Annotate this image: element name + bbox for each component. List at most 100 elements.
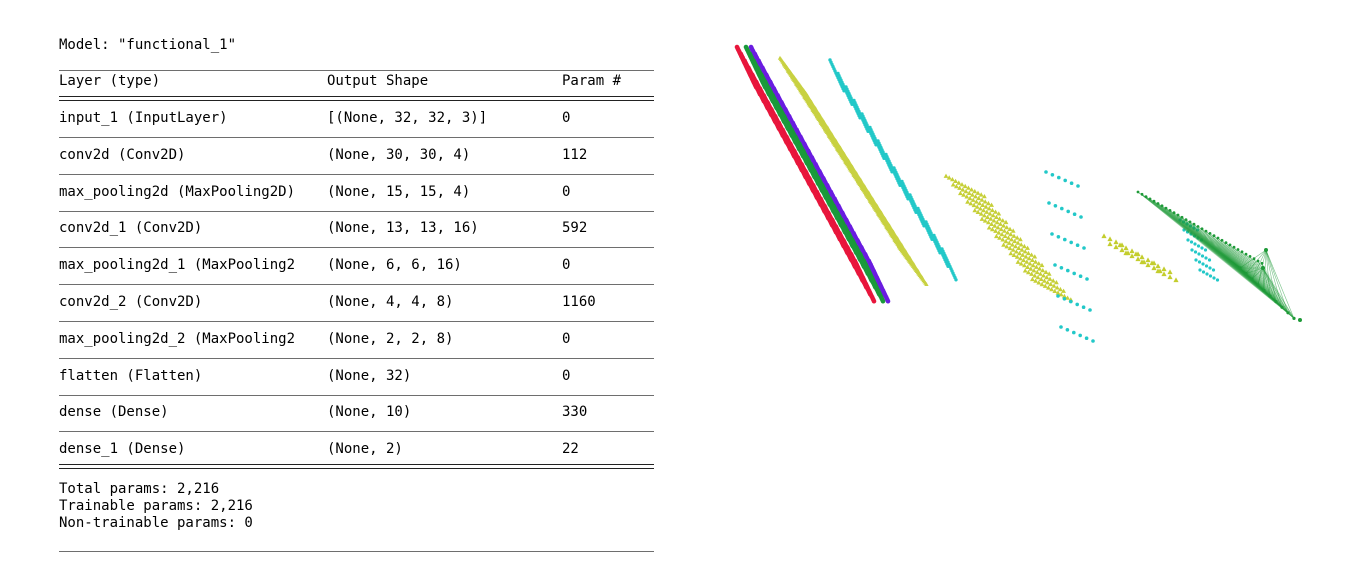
input-green-node bbox=[770, 98, 776, 104]
pool-node bbox=[1193, 250, 1198, 254]
dense-connection bbox=[1233, 247, 1259, 285]
conv-node bbox=[994, 214, 999, 219]
dense-node bbox=[1216, 236, 1220, 240]
layer-name: dense_1 (Dense) bbox=[59, 441, 186, 457]
pool-node bbox=[1060, 206, 1064, 211]
input-green-node bbox=[785, 126, 791, 131]
conv-node bbox=[965, 199, 970, 204]
conv-node bbox=[834, 139, 839, 143]
input-red-node bbox=[799, 167, 805, 173]
model-title: Model: "functional_1" bbox=[59, 37, 237, 53]
conv-node bbox=[1005, 230, 1010, 235]
conv-node bbox=[997, 235, 1002, 240]
layer-name: dense (Dense) bbox=[59, 404, 169, 420]
dense-connection bbox=[1169, 210, 1259, 285]
conv-node bbox=[997, 216, 1002, 221]
pool-node bbox=[1091, 339, 1095, 343]
conv-node bbox=[1141, 259, 1147, 265]
pool-node bbox=[1182, 228, 1186, 232]
dense-connection bbox=[1263, 249, 1267, 291]
pool-node bbox=[906, 197, 910, 201]
dense-connection bbox=[1245, 267, 1264, 274]
conv-node bbox=[1029, 252, 1034, 257]
input-layer-nodes bbox=[734, 44, 891, 304]
dense-connection bbox=[1161, 205, 1283, 308]
layer-param-count: 0 bbox=[562, 184, 571, 200]
dense-connection bbox=[1141, 194, 1289, 313]
input-red-node bbox=[761, 98, 767, 104]
dense-connection bbox=[1233, 247, 1265, 291]
conv-node bbox=[1119, 247, 1125, 253]
dense-connection bbox=[1161, 205, 1271, 297]
input-green-node bbox=[800, 154, 806, 159]
dense-connection bbox=[1205, 230, 1259, 285]
dense-connection bbox=[1209, 233, 1241, 269]
dense-connection bbox=[1201, 228, 1265, 291]
conv-node bbox=[1006, 235, 1011, 240]
conv-node bbox=[1032, 254, 1038, 259]
total-params: Total params: 2,216 bbox=[59, 481, 220, 497]
pool-node bbox=[1205, 272, 1209, 276]
row-separator bbox=[59, 431, 654, 432]
dense-node bbox=[1164, 206, 1168, 210]
dense-connection bbox=[1213, 235, 1265, 291]
dense-connection bbox=[1262, 267, 1289, 313]
conv-node bbox=[970, 197, 976, 202]
pool-layer-2-nodes bbox=[1044, 170, 1095, 343]
layer-output-shape: (None, 2, 2, 8) bbox=[327, 331, 454, 347]
conv-node bbox=[1008, 231, 1014, 237]
dense-connection bbox=[1197, 226, 1277, 302]
pool-node bbox=[890, 170, 894, 174]
input-red-node bbox=[852, 264, 858, 270]
conv-node bbox=[986, 220, 991, 225]
dense-connection bbox=[1165, 207, 1271, 297]
conv-node bbox=[1039, 262, 1045, 268]
layer-name: input_1 (InputLayer) bbox=[59, 110, 228, 126]
dense-connection bbox=[1153, 201, 1241, 269]
dense-connection bbox=[1145, 196, 1283, 308]
dense-connection bbox=[1153, 201, 1259, 285]
input-green-node bbox=[838, 223, 844, 228]
dense-connection bbox=[1169, 210, 1295, 319]
conv-node bbox=[903, 249, 909, 254]
dense-connection bbox=[1153, 201, 1295, 319]
conv-node bbox=[978, 206, 983, 211]
layer-param-count: 0 bbox=[562, 257, 571, 273]
layer-param-count: 0 bbox=[562, 331, 571, 347]
dense-connection bbox=[1145, 196, 1247, 274]
pool-node bbox=[1189, 240, 1194, 244]
dense-connection bbox=[1245, 254, 1259, 285]
pool-node bbox=[1194, 258, 1198, 262]
conv-node bbox=[1107, 241, 1113, 247]
pool-node bbox=[866, 129, 870, 133]
input-green-node bbox=[823, 195, 829, 200]
dense-connection bbox=[1209, 233, 1265, 291]
conv-node bbox=[961, 192, 966, 197]
conv-node bbox=[1033, 259, 1038, 264]
dense-connection bbox=[1141, 194, 1247, 274]
row-separator bbox=[59, 211, 654, 212]
conv-layer-2-nodes bbox=[943, 173, 1074, 302]
pool-node bbox=[1196, 236, 1200, 240]
conv-node bbox=[962, 183, 968, 189]
input-red-node bbox=[864, 285, 869, 290]
conv-node bbox=[966, 185, 971, 190]
dense-connection bbox=[1141, 194, 1265, 291]
dense-connection bbox=[1173, 212, 1277, 302]
pool-node bbox=[1197, 252, 1201, 256]
conv-node bbox=[967, 195, 973, 201]
dense-connection bbox=[1245, 254, 1277, 302]
dense-node bbox=[1262, 288, 1266, 292]
conv-node bbox=[974, 199, 979, 204]
conv-node bbox=[1018, 237, 1023, 242]
conv-node bbox=[966, 190, 972, 195]
input-green-node bbox=[812, 174, 817, 180]
conv-node bbox=[1003, 219, 1009, 225]
dense-node bbox=[1196, 225, 1200, 228]
dense-connection bbox=[1137, 191, 1295, 319]
dense-connection bbox=[1137, 191, 1259, 285]
dense-connection bbox=[1262, 267, 1277, 302]
conv-node bbox=[1017, 250, 1022, 256]
dense-connection bbox=[1262, 267, 1283, 308]
conv-node bbox=[1016, 245, 1022, 250]
